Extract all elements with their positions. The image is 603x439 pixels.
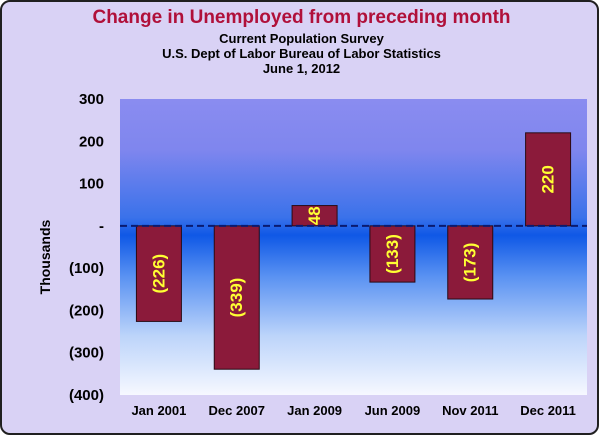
- bar: [213, 225, 260, 370]
- data-label: (133): [383, 234, 402, 274]
- x-category-label: Jan 2009: [287, 403, 342, 418]
- y-tick-label: (200): [69, 302, 104, 319]
- y-tick-label: (100): [69, 260, 104, 277]
- bar: [291, 205, 338, 227]
- data-label: 48: [305, 206, 324, 225]
- y-tick-label: 200: [79, 133, 104, 150]
- x-category-label: Dec 2011: [520, 403, 576, 418]
- data-label: (339): [227, 278, 246, 318]
- x-category-label: Jan 2001: [131, 403, 186, 418]
- y-axis-label: Thousands: [37, 219, 53, 294]
- y-tick-label: (400): [69, 387, 104, 404]
- bar: [525, 132, 572, 227]
- x-category-label: Jun 2009: [365, 403, 421, 418]
- bar: [135, 225, 182, 322]
- chart-subtitle-1: Current Population Survey: [219, 31, 384, 46]
- chart-subtitle-3: June 1, 2012: [262, 61, 341, 76]
- bar: [369, 225, 416, 283]
- y-tick-label: (300): [69, 345, 104, 362]
- x-category-label: Dec 2007: [209, 403, 265, 418]
- plot-area: [120, 99, 587, 395]
- chart-title: Change in Unemployed from preceding mont…: [92, 7, 511, 28]
- y-tick-label: 300: [79, 91, 104, 108]
- y-tick-label: 100: [79, 176, 104, 193]
- chart-subtitle-2: U.S. Dept of Labor Bureau of Labor Stati…: [162, 46, 441, 61]
- data-label: (173): [461, 243, 480, 283]
- data-label: 220: [539, 165, 558, 193]
- x-category-label: Nov 2011: [442, 403, 498, 418]
- data-label: (226): [149, 254, 168, 294]
- y-tick-label: -: [99, 218, 104, 235]
- bar: [447, 225, 494, 300]
